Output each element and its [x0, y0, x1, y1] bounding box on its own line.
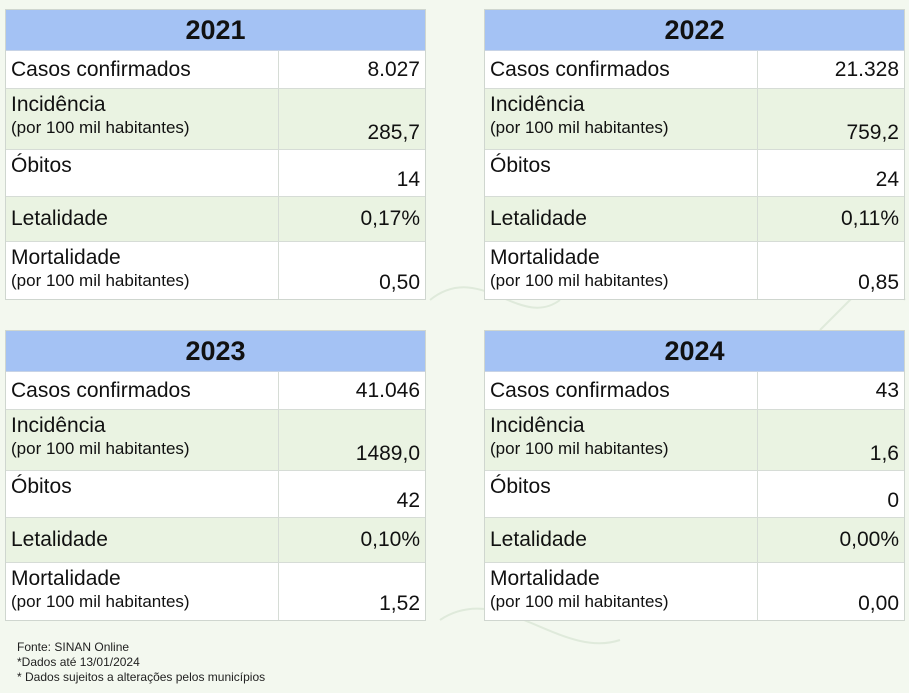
casos-label: Casos confirmados — [11, 57, 191, 81]
row-letalidade: Letalidade 0,17% — [6, 197, 425, 242]
mortalidade-label: Mortalidade — [490, 246, 600, 269]
obitos-value: 14 — [396, 168, 420, 191]
row-letalidade: Letalidade 0,10% — [6, 518, 425, 563]
mortalidade-value: 0,85 — [858, 271, 899, 294]
letalidade-value: 0,17% — [360, 207, 420, 230]
incidencia-sublabel: (por 100 mil habitantes) — [490, 439, 669, 458]
panel-2021: 2021 Casos confirmados 8.027 Incidência … — [5, 9, 426, 300]
letalidade-value: 0,00% — [839, 528, 899, 551]
incidencia-sublabel: (por 100 mil habitantes) — [11, 118, 190, 137]
year-header: 2023 — [6, 331, 425, 372]
casos-value: 8.027 — [367, 57, 420, 81]
letalidade-label: Letalidade — [11, 528, 108, 551]
incidencia-value: 759,2 — [846, 121, 899, 144]
row-casos: Casos confirmados 43 — [485, 372, 904, 410]
mortalidade-sublabel: (por 100 mil habitantes) — [490, 271, 669, 290]
incidencia-value: 1489,0 — [355, 442, 420, 465]
mortalidade-sublabel: (por 100 mil habitantes) — [490, 592, 669, 611]
mortalidade-value: 1,52 — [379, 592, 420, 615]
row-letalidade: Letalidade 0,00% — [485, 518, 904, 563]
row-incidencia: Incidência (por 100 mil habitantes) 285,… — [6, 89, 425, 150]
year-header: 2021 — [6, 10, 425, 51]
incidencia-label: Incidência — [490, 414, 585, 437]
mortalidade-label: Mortalidade — [11, 567, 121, 590]
incidencia-label: Incidência — [11, 414, 106, 437]
casos-value: 43 — [875, 378, 899, 402]
footer-notes: Fonte: SINAN Online *Dados até 13/01/202… — [17, 640, 265, 685]
mortalidade-label: Mortalidade — [490, 567, 600, 590]
row-casos: Casos confirmados 21.328 — [485, 51, 904, 89]
obitos-label: Óbitos — [490, 154, 551, 177]
incidencia-value: 1,6 — [869, 442, 899, 465]
incidencia-label: Incidência — [490, 93, 585, 116]
row-incidencia: Incidência (por 100 mil habitantes) 759,… — [485, 89, 904, 150]
footer-disclaimer: * Dados sujeitos a alterações pelos muni… — [17, 670, 266, 684]
row-mortalidade: Mortalidade (por 100 mil habitantes) 1,5… — [6, 563, 425, 620]
obitos-label: Óbitos — [11, 154, 72, 177]
mortalidade-sublabel: (por 100 mil habitantes) — [11, 271, 190, 290]
year-header: 2024 — [485, 331, 904, 372]
letalidade-value: 0,10% — [360, 528, 420, 551]
casos-label: Casos confirmados — [490, 378, 670, 402]
casos-value: 41.046 — [355, 378, 420, 402]
year-header: 2022 — [485, 10, 904, 51]
incidencia-sublabel: (por 100 mil habitantes) — [11, 439, 190, 458]
obitos-label: Óbitos — [11, 475, 72, 498]
obitos-value: 42 — [396, 489, 420, 512]
panel-2024: 2024 Casos confirmados 43 Incidência (po… — [484, 330, 905, 621]
obitos-value: 0 — [887, 489, 899, 512]
row-mortalidade: Mortalidade (por 100 mil habitantes) 0,0… — [485, 563, 904, 620]
casos-label: Casos confirmados — [490, 57, 670, 81]
mortalidade-sublabel: (por 100 mil habitantes) — [11, 592, 190, 611]
mortalidade-label: Mortalidade — [11, 246, 121, 269]
row-incidencia: Incidência (por 100 mil habitantes) 1489… — [6, 410, 425, 471]
letalidade-label: Letalidade — [490, 528, 587, 551]
mortalidade-value: 0,50 — [379, 271, 420, 294]
row-letalidade: Letalidade 0,11% — [485, 197, 904, 242]
mortalidade-value: 0,00 — [858, 592, 899, 615]
row-obitos: Óbitos 0 — [485, 471, 904, 518]
panel-2023: 2023 Casos confirmados 41.046 Incidência… — [5, 330, 426, 621]
row-mortalidade: Mortalidade (por 100 mil habitantes) 0,5… — [6, 242, 425, 299]
incidencia-value: 285,7 — [367, 121, 420, 144]
row-obitos: Óbitos 42 — [6, 471, 425, 518]
footer-date-note: *Dados até 13/01/2024 — [17, 655, 140, 669]
panel-2022: 2022 Casos confirmados 21.328 Incidência… — [484, 9, 905, 300]
footer-source: Fonte: SINAN Online — [17, 640, 130, 654]
casos-label: Casos confirmados — [11, 378, 191, 402]
letalidade-value: 0,11% — [841, 207, 899, 230]
obitos-label: Óbitos — [490, 475, 551, 498]
row-incidencia: Incidência (por 100 mil habitantes) 1,6 — [485, 410, 904, 471]
letalidade-label: Letalidade — [11, 207, 108, 230]
row-mortalidade: Mortalidade (por 100 mil habitantes) 0,8… — [485, 242, 904, 299]
row-casos: Casos confirmados 41.046 — [6, 372, 425, 410]
row-obitos: Óbitos 14 — [6, 150, 425, 197]
letalidade-label: Letalidade — [490, 207, 587, 230]
obitos-value: 24 — [875, 168, 899, 191]
casos-value: 21.328 — [834, 57, 899, 81]
row-obitos: Óbitos 24 — [485, 150, 904, 197]
incidencia-sublabel: (por 100 mil habitantes) — [490, 118, 669, 137]
row-casos: Casos confirmados 8.027 — [6, 51, 425, 89]
incidencia-label: Incidência — [11, 93, 106, 116]
